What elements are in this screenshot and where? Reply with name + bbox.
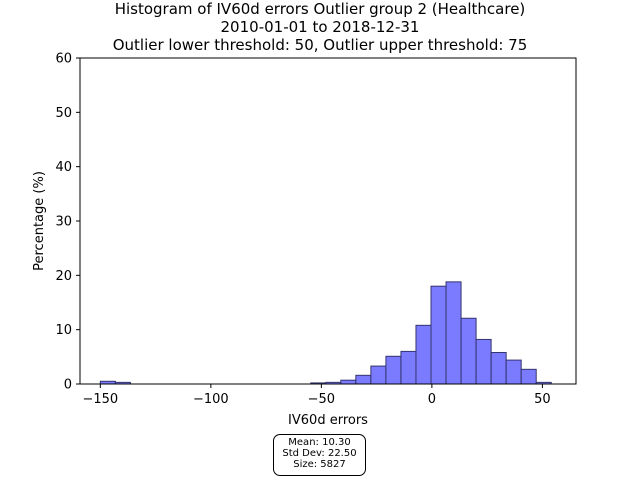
bars-layer [99,281,552,385]
chart-title-line-3: Outlier lower threshold: 50, Outlier upp… [112,36,528,54]
histogram-bar [475,338,492,385]
y-tick-label: 0 [64,378,72,393]
y-tick-label: 50 [55,106,72,121]
x-tick-label: −100 [193,392,229,407]
y-axis-label: Percentage (%) [32,171,47,271]
y-tick-label: 20 [55,269,72,284]
histogram-bar [415,324,432,385]
stats-std-dev: Std Dev: 22.50 [282,448,357,459]
histogram-bar [490,351,507,385]
histogram-bar [520,368,537,385]
plot-frame [79,57,577,385]
x-tick-label: −150 [82,392,118,407]
x-axis-ticks: −150 −100 −50 0 50 [82,384,551,407]
histogram-bar [355,374,372,385]
stats-size: Size: 5827 [293,459,346,470]
y-tick-label: 30 [55,215,72,230]
chart-title-line-2: 2010-01-01 to 2018-12-31 [220,18,420,36]
histogram-bar [400,350,417,385]
histogram-bar [370,365,387,385]
histogram-bar [430,285,447,385]
y-tick-label: 10 [55,323,72,338]
histogram-bar [445,281,462,385]
y-tick-label: 60 [55,52,72,67]
y-tick-label: 40 [55,160,72,175]
x-axis-label: IV60d errors [288,413,368,428]
x-tick-label: 50 [534,392,551,407]
x-tick-label: −50 [308,392,335,407]
histogram-bar [340,379,357,385]
chart-title-line-1: Histogram of IV60d errors Outlier group … [114,0,526,18]
y-axis-ticks: 0 10 20 30 40 50 60 [55,52,80,393]
stats-mean: Mean: 10.30 [288,437,351,448]
histogram-bar [385,355,402,385]
x-tick-label: 0 [428,392,436,407]
histogram-bar [505,359,522,385]
stats-box: Mean: 10.30 Std Dev: 22.50 Size: 5827 [273,434,366,476]
histogram-bar [460,317,477,385]
